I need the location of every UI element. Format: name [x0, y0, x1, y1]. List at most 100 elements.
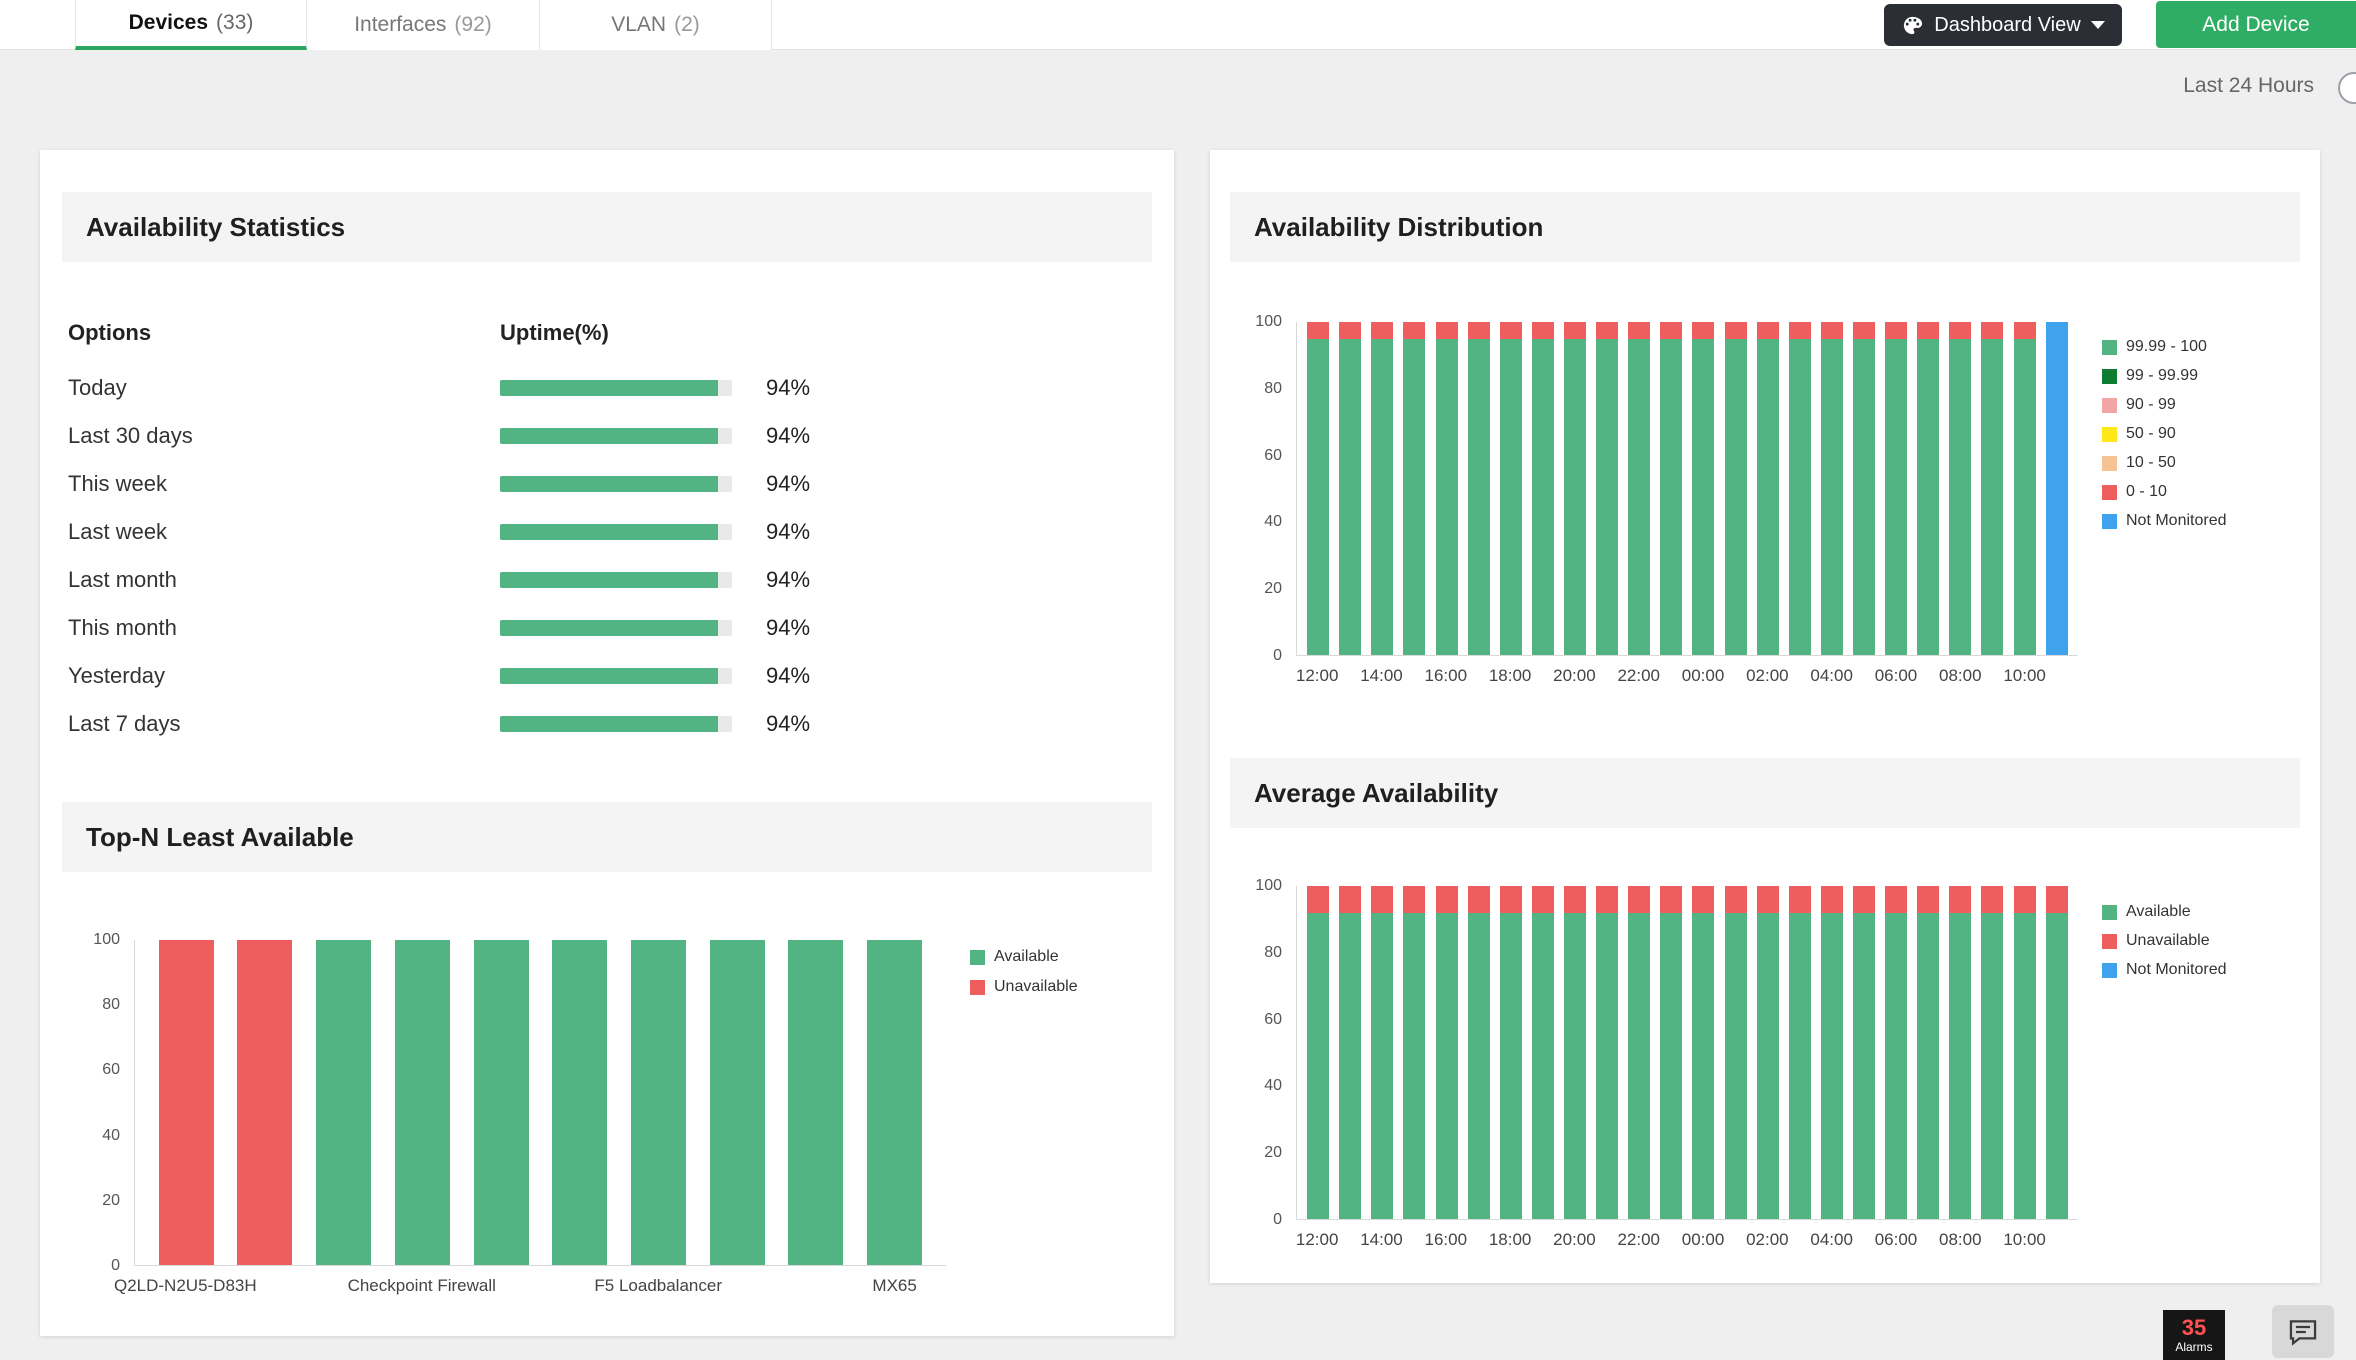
chart-bar-slot	[1531, 886, 1554, 1219]
chart-bar-segment	[1788, 912, 1811, 1219]
x-axis-label	[1660, 1230, 1682, 1250]
chart-bar	[1981, 322, 2004, 655]
chart-bar-slot	[1628, 886, 1651, 1219]
x-axis-label	[788, 1276, 843, 1296]
chart-bar-segment	[1499, 912, 1522, 1219]
y-axis-label: 80	[102, 996, 120, 1014]
chart-bar-segment	[1885, 322, 1908, 339]
legend-label: 0 - 10	[2126, 483, 2167, 500]
chart-bar-slot	[2045, 886, 2068, 1219]
chat-button[interactable]	[2272, 1305, 2334, 1358]
uptime-bar-track	[500, 380, 732, 396]
chart-bar-segment	[1307, 886, 1330, 913]
chart-bar	[1628, 886, 1651, 1219]
availability-row-label: Yesterday	[68, 663, 166, 688]
availability-row-label: This month	[68, 615, 177, 640]
chart-bar-segment	[1756, 338, 1779, 655]
x-axis-label	[1531, 1230, 1553, 1250]
x-axis-label	[237, 1276, 292, 1296]
tab-devices-count: (33)	[216, 11, 254, 34]
alarm-count: 35	[2181, 1315, 2207, 1340]
add-device-button[interactable]: Add Device	[2156, 1, 2356, 48]
chart-bar-segment	[1371, 338, 1394, 655]
chart-bar-slot	[1596, 886, 1619, 1219]
chart-plot-distribution	[1296, 322, 2078, 656]
chart-bar	[1467, 322, 1490, 655]
y-axis-label: 80	[1264, 943, 1282, 961]
chart-bar-segment	[2013, 912, 2036, 1219]
x-axis-label	[1467, 666, 1489, 686]
chat-icon	[2286, 1315, 2320, 1349]
x-axis-label: 12:00	[1295, 666, 1339, 685]
y-axis-label: 60	[1264, 446, 1282, 464]
x-axis-label: 16:00	[1424, 1230, 1468, 1249]
uptime-bar-fill	[500, 716, 719, 732]
chart-bar	[2045, 322, 2068, 655]
x-axis-label: 04:00	[1810, 1230, 1853, 1249]
chart-bar	[1339, 886, 1362, 1219]
chart-bar-slot	[1307, 322, 1330, 655]
chart-bar-segment	[1307, 912, 1330, 1219]
chart-bar-slot	[709, 940, 765, 1265]
tab-interfaces[interactable]: Interfaces (92)	[307, 0, 540, 50]
uptime-value: 94%	[766, 663, 811, 688]
chart-bar-segment	[1563, 912, 1586, 1219]
chart-bar-segment	[1852, 338, 1875, 655]
y-axis-label: 60	[1264, 1010, 1282, 1028]
chart-bar	[1628, 322, 1651, 655]
legend-swatch	[2102, 933, 2117, 949]
chart-bar	[788, 940, 844, 1265]
chart-bar-segment	[1692, 322, 1715, 339]
chart-bar	[1917, 322, 1940, 655]
uptime-bar-track	[500, 668, 732, 684]
legend-item: Available	[2102, 903, 2227, 921]
chart-bar-slot	[1499, 886, 1522, 1219]
legend-item: 50 - 90	[2102, 425, 2227, 443]
alarms-badge[interactable]: 35 Alarms	[2163, 1310, 2225, 1360]
uptime-bar-fill	[500, 620, 719, 636]
chart-bar	[1563, 322, 1586, 655]
uptime-value: 94%	[766, 615, 811, 640]
chart-bar-segment	[2045, 322, 2068, 655]
chart-bar	[2013, 322, 2036, 655]
chart-bar-slot	[1724, 322, 1747, 655]
clock-icon[interactable]	[2338, 72, 2356, 104]
distribution-y-axis: 100 80 60 40 20 0	[1230, 313, 1296, 665]
legend-swatch	[2102, 484, 2117, 500]
chart-bar	[2013, 886, 2036, 1219]
availability-row-label: Last 30 days	[68, 423, 193, 448]
chart-bar-segment	[1917, 322, 1940, 339]
chart-bar	[1756, 322, 1779, 655]
chart-bar-slot	[631, 940, 687, 1265]
tab-interfaces-count: (92)	[454, 13, 492, 36]
availability-distribution-chart: 100 80 60 40 20 0 12:00 14:00 16:00 18:00 20:00 22…	[1230, 313, 2316, 686]
chart-bar-slot	[2013, 322, 2036, 655]
x-axis-label: 18:00	[1488, 666, 1532, 685]
chart-bar-segment	[1403, 886, 1426, 913]
chart-bar-slot	[1852, 322, 1875, 655]
tab-vlan[interactable]: VLAN (2)	[540, 0, 772, 50]
availability-row-label: Last 7 days	[68, 711, 181, 736]
chart-bar-segment	[1307, 322, 1330, 339]
chart-bar-segment	[1724, 338, 1747, 655]
table-row: Last month 94%	[68, 556, 1146, 604]
chart-bar-segment	[1788, 322, 1811, 339]
x-axis-label	[1338, 666, 1360, 686]
tab-devices[interactable]: Devices (33)	[75, 0, 307, 50]
chart-bar-segment	[1852, 886, 1875, 913]
distribution-plot-column: 12:00 14:00 16:00 18:00 20:00 22:00 00:00 02:00…	[1296, 322, 2078, 686]
chart-bar-segment	[1852, 912, 1875, 1219]
chart-bar-slot	[552, 940, 608, 1265]
x-axis-label: Q2LD-N2U5-D83H	[113, 1276, 257, 1295]
chart-bar	[1660, 886, 1683, 1219]
chart-bar-slot	[158, 940, 214, 1265]
chart-bar	[473, 940, 529, 1265]
x-axis-label: 22:00	[1617, 1230, 1660, 1249]
chart-bar-segment	[1917, 886, 1940, 913]
y-axis-label: 20	[1264, 1144, 1282, 1162]
chart-bar	[1435, 322, 1458, 655]
time-range-selector[interactable]: Last 24 Hours	[2183, 74, 2314, 98]
chart-bar-segment	[1981, 886, 2004, 913]
dashboard-view-button[interactable]: Dashboard View	[1884, 4, 2122, 46]
chart-bar-segment	[1660, 886, 1683, 913]
